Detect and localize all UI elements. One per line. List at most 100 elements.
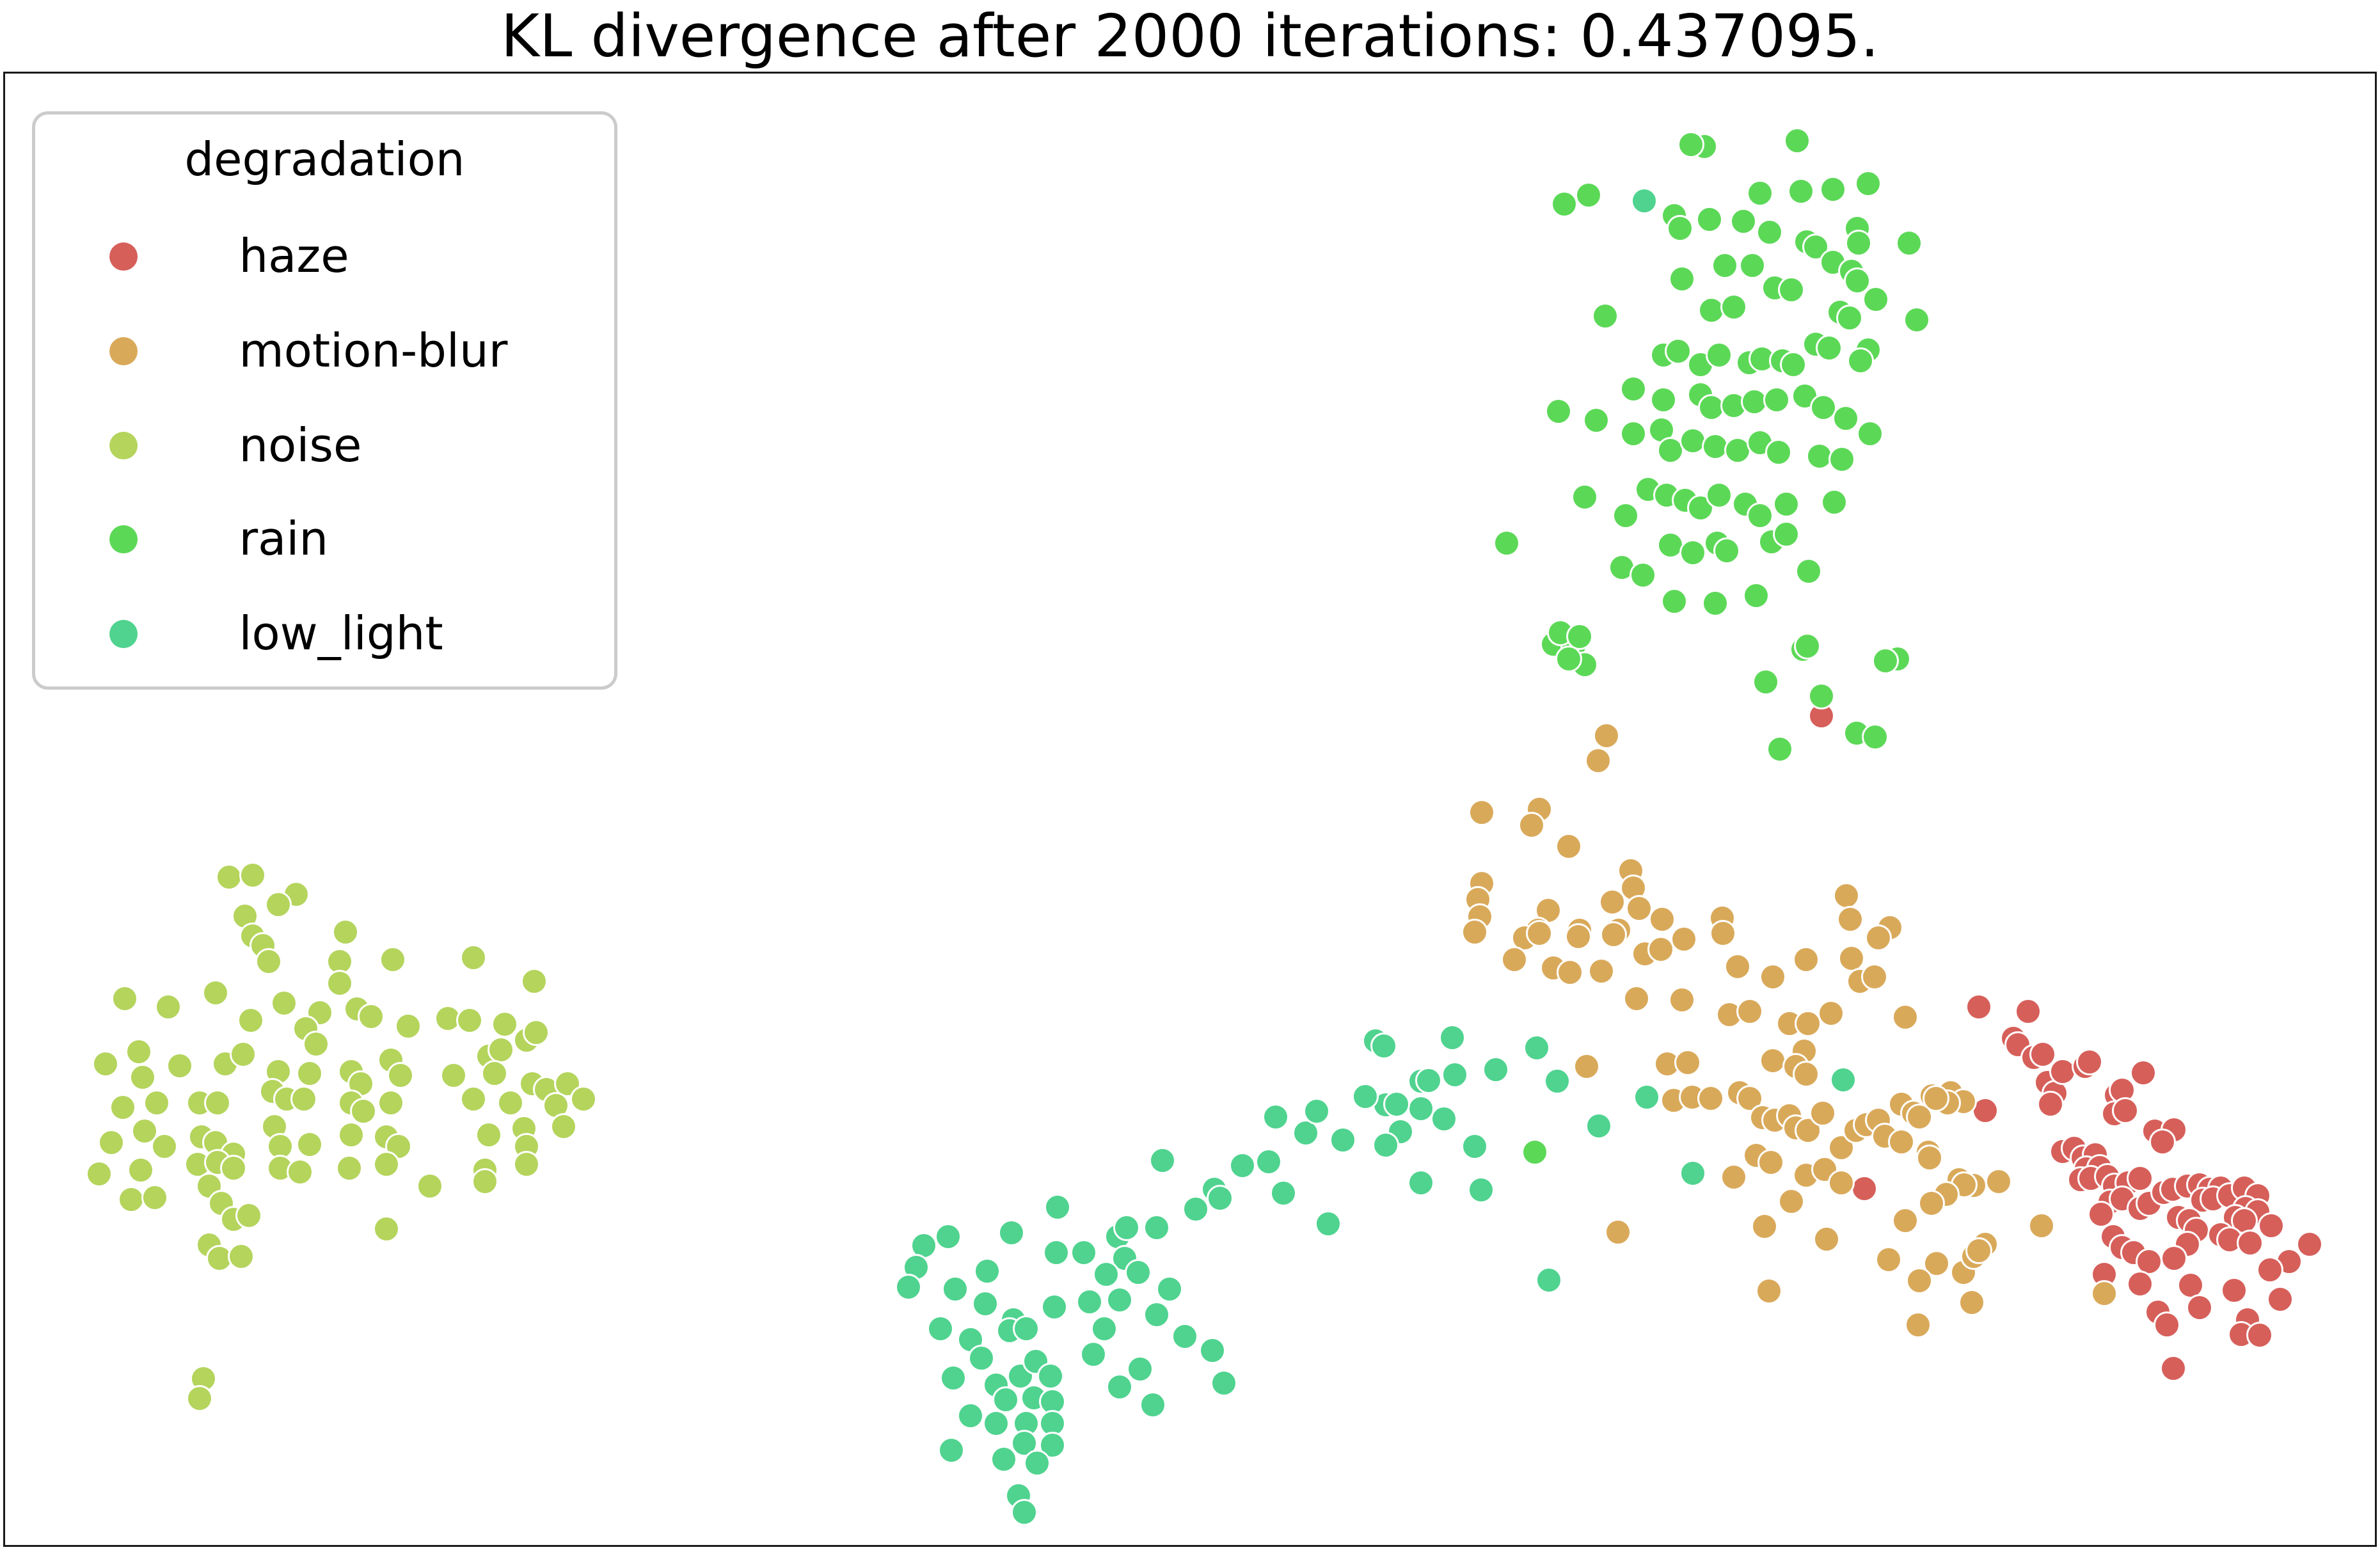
point-low_light [1124, 1258, 1152, 1287]
point-haze [2160, 1244, 2188, 1272]
point-motion-blur [1860, 963, 1889, 991]
point-noise [109, 1093, 137, 1121]
point-low_light [1210, 1369, 1238, 1397]
point-low_light [1040, 1293, 1068, 1320]
point-noise [286, 1158, 314, 1186]
point-rain [1705, 481, 1733, 509]
point-motion-blur [2090, 1279, 2118, 1308]
point-motion-blur [1985, 1168, 2013, 1196]
point-rain [1795, 557, 1823, 585]
point-haze [2148, 1128, 2177, 1156]
point-low_light [1383, 1090, 1411, 1118]
point-low_light [1106, 1286, 1134, 1314]
point-haze [2256, 1256, 2284, 1284]
point-low_light [1630, 187, 1658, 215]
point-rain [1903, 306, 1931, 334]
point-rain [1772, 490, 1800, 518]
legend-item-label: motion-blur [239, 324, 508, 379]
point-noise [522, 1018, 550, 1047]
point-motion-blur [1750, 1212, 1779, 1240]
point-motion-blur [1556, 958, 1584, 986]
legend-title: degradation [184, 133, 465, 187]
point-noise [331, 918, 360, 946]
point-noise [127, 1156, 155, 1184]
point-low_light [1092, 1260, 1120, 1288]
point-motion-blur [1864, 924, 1892, 952]
point-motion-blur [1468, 798, 1496, 827]
point-noise [117, 1185, 145, 1214]
point-low_light [1292, 1119, 1320, 1147]
point-rain [1695, 205, 1724, 234]
point-low_light [1106, 1373, 1134, 1401]
point-noise [512, 1150, 541, 1178]
point-rain [1746, 502, 1774, 530]
point-rain [1701, 589, 1729, 617]
point-haze [2159, 1354, 2187, 1382]
point-low_light [1523, 1034, 1551, 1062]
point-low_light [982, 1409, 1010, 1437]
point-low_light [937, 1436, 965, 1464]
point-low_light [1535, 1266, 1562, 1294]
point-noise [91, 1050, 120, 1078]
point-noise [416, 1172, 444, 1200]
point-rain [1836, 304, 1864, 332]
point-low_light [1036, 1362, 1065, 1390]
point-low_light [1182, 1195, 1210, 1223]
point-rain [1582, 406, 1610, 434]
point-noise [491, 1010, 519, 1038]
point-rain [1629, 561, 1657, 589]
point-motion-blur [1604, 1218, 1632, 1246]
point-motion-blur [1625, 894, 1653, 922]
legend-item-label: noise [239, 418, 362, 473]
point-rain [1752, 668, 1780, 696]
point-motion-blur [1587, 957, 1615, 985]
point-noise [215, 863, 243, 891]
point-low_light [1155, 1275, 1184, 1303]
point-low_light [941, 1275, 969, 1303]
point-motion-blur [1461, 918, 1489, 946]
point-motion-blur [1875, 1246, 1903, 1274]
point-noise [255, 947, 283, 976]
point-motion-blur [1622, 985, 1651, 1012]
point-noise [143, 1089, 171, 1117]
point-rain [1493, 529, 1521, 557]
point-low_light [992, 1386, 1020, 1414]
point-low_light [973, 1257, 1001, 1285]
point-motion-blur [1757, 1148, 1785, 1176]
point-low_light [990, 1445, 1018, 1473]
point-noise [141, 1184, 169, 1212]
point-noise [306, 999, 334, 1027]
point-motion-blur [1777, 1187, 1805, 1215]
point-rain [1765, 438, 1793, 466]
point-rain [1756, 218, 1784, 246]
point-haze [2246, 1321, 2274, 1349]
legend-swatch-motion-blur-icon [109, 337, 138, 365]
point-rain [1820, 488, 1848, 516]
legend-item-label: rain [239, 512, 329, 567]
point-noise [349, 1097, 377, 1125]
point-motion-blur [1736, 1084, 1764, 1113]
point-haze [2049, 1057, 2077, 1086]
point-rain [1828, 445, 1856, 473]
point-motion-blur [1916, 1144, 1944, 1172]
point-rain [1612, 502, 1640, 530]
point-rain [1668, 265, 1696, 293]
point-rain [1649, 386, 1678, 414]
legend-item-label: low_light [239, 606, 443, 661]
point-low_light [1038, 1388, 1067, 1416]
point-low_light [1467, 1176, 1495, 1204]
point-rain [1555, 645, 1583, 673]
point-motion-blur [1837, 944, 1866, 972]
point-rain [1783, 127, 1811, 155]
point-motion-blur [1525, 919, 1553, 947]
legend-swatch-rain-icon [109, 525, 138, 554]
point-motion-blur [1905, 1267, 1933, 1295]
point-rain [1619, 420, 1647, 448]
point-rain [1619, 375, 1647, 403]
point-motion-blur [1598, 888, 1626, 916]
point-motion-blur [1720, 1163, 1748, 1191]
point-low_light [1079, 1340, 1107, 1368]
point-noise [237, 1006, 265, 1034]
point-rain [1729, 207, 1757, 235]
point-motion-blur [1887, 1128, 1916, 1156]
